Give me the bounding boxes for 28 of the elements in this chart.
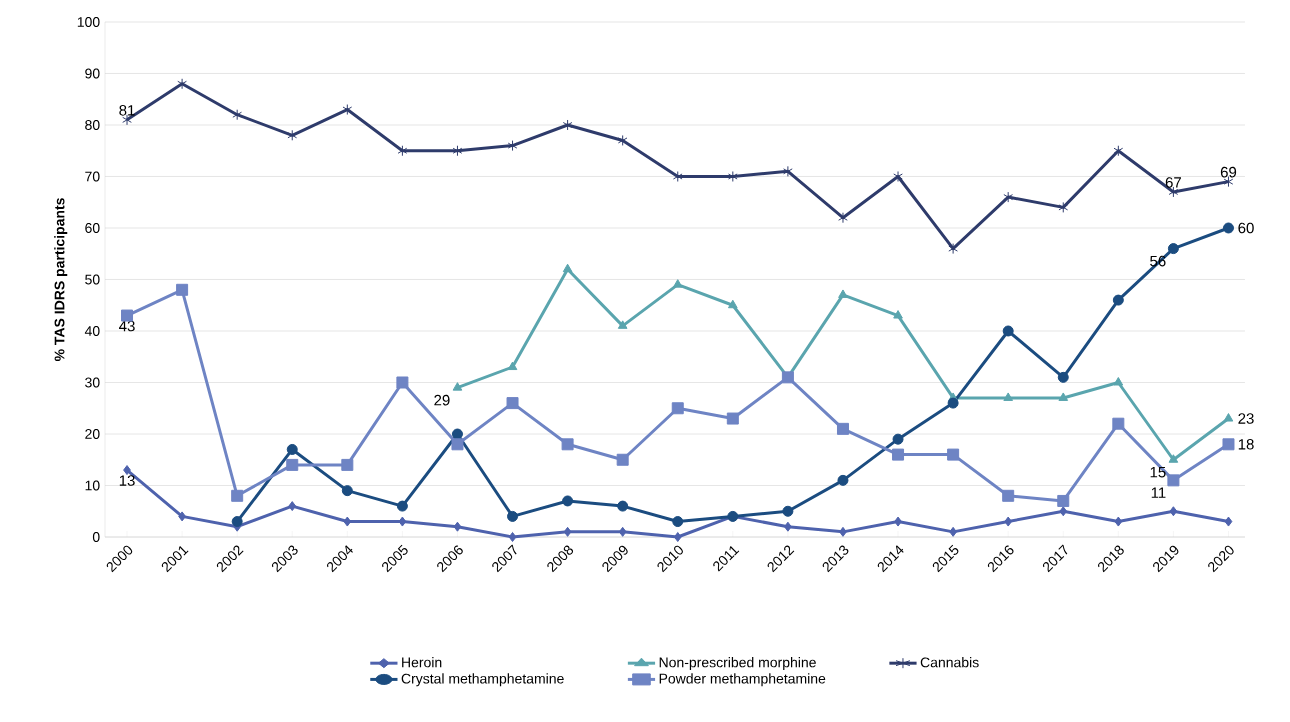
legend-label: Non-prescribed morphine xyxy=(659,657,816,671)
data-label: 67 xyxy=(1165,177,1181,188)
y-tick-label: 40 xyxy=(84,326,100,336)
data-label: 18 xyxy=(1238,438,1254,450)
data-label: 15 xyxy=(1150,466,1166,478)
y-tick-label: 20 xyxy=(85,429,100,439)
y-tick-label: 10 xyxy=(85,480,100,491)
y-tick-label: 80 xyxy=(85,120,100,130)
data-label: 60 xyxy=(1238,222,1254,234)
legend-label: Cannabis xyxy=(920,657,979,668)
data-label: 23 xyxy=(1238,413,1254,424)
data-label: 29 xyxy=(434,394,450,406)
data-label: 11 xyxy=(1151,487,1166,498)
y-tick-label: 0 xyxy=(92,532,100,542)
y-tick-label: 100 xyxy=(77,17,100,27)
y-tick-label: 30 xyxy=(85,377,100,388)
legend-label: Heroin xyxy=(402,657,442,668)
data-label: 81 xyxy=(119,105,135,116)
y-tick-label: 60 xyxy=(85,223,100,233)
y-axis-title: % TAS IDRS participants xyxy=(54,198,68,362)
y-tick-label: 90 xyxy=(85,68,100,79)
y-tick-label: 50 xyxy=(85,274,100,285)
data-label: 13 xyxy=(119,475,135,486)
legend-label: Crystal methamphetamine xyxy=(401,673,564,687)
data-label: 43 xyxy=(119,320,135,332)
data-label: 69 xyxy=(1220,166,1237,178)
legend-label: Powder methamphetamine xyxy=(659,673,826,687)
y-tick-label: 70 xyxy=(85,171,100,182)
